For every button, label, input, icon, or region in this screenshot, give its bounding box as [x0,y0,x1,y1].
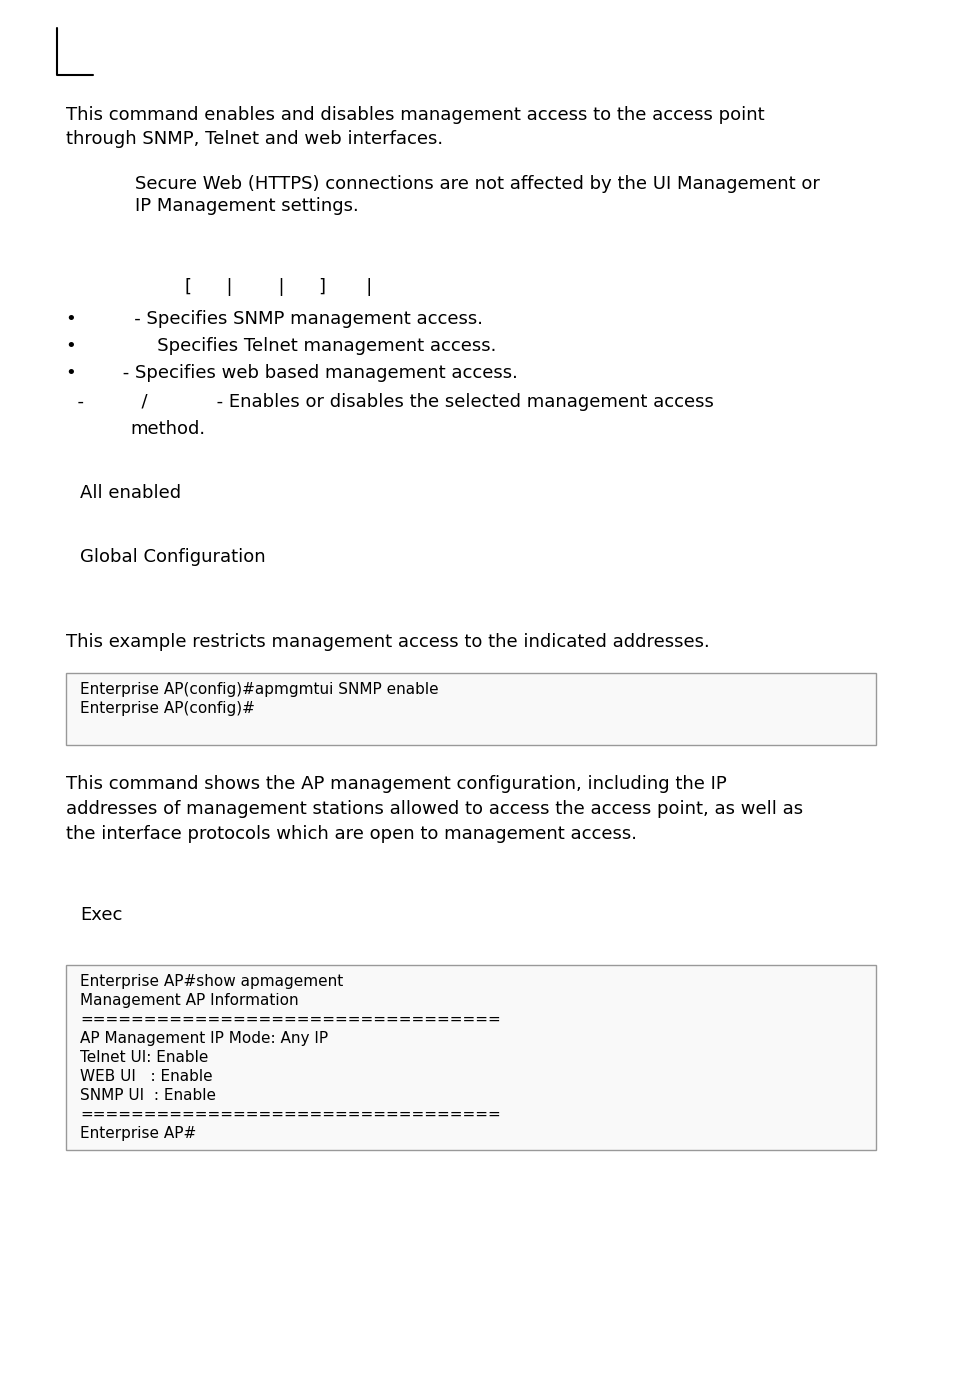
Text: All enabled: All enabled [80,484,181,502]
Text: Exec: Exec [80,906,122,924]
Text: Global Configuration: Global Configuration [80,548,265,566]
Text: IP Management settings.: IP Management settings. [135,197,358,215]
Text: the interface protocols which are open to management access.: the interface protocols which are open t… [66,824,637,843]
Text: •              Specifies Telnet management access.: • Specifies Telnet management access. [66,337,496,355]
Text: =================================: ================================= [80,1108,500,1122]
Text: Telnet UI: Enable: Telnet UI: Enable [80,1049,208,1065]
Text: -          /            - Enables or disables the selected management access: - / - Enables or disables the selected m… [66,393,713,411]
Text: Secure Web (HTTPS) connections are not affected by the UI Management or: Secure Web (HTTPS) connections are not a… [135,175,819,193]
Bar [66,965,875,1151]
Text: SNMP UI  : Enable: SNMP UI : Enable [80,1088,215,1103]
Text: WEB UI   : Enable: WEB UI : Enable [80,1069,213,1084]
Text: This command enables and disables management access to the access point: This command enables and disables manage… [66,105,763,124]
Text: Management AP Information: Management AP Information [80,992,298,1008]
Text: addresses of management stations allowed to access the access point, as well as: addresses of management stations allowed… [66,799,802,818]
Text: This command shows the AP management configuration, including the IP: This command shows the AP management con… [66,775,726,793]
Text: through SNMP, Telnet and web interfaces.: through SNMP, Telnet and web interfaces. [66,130,442,149]
Text: Enterprise AP#show apmagement: Enterprise AP#show apmagement [80,974,343,990]
Text: Enterprise AP(config)#apmgmtui SNMP enable: Enterprise AP(config)#apmgmtui SNMP enab… [80,682,438,697]
Text: Enterprise AP(config)#: Enterprise AP(config)# [80,701,254,716]
Text: [      |        |      ]       |: [ | | ] | [185,278,372,296]
Bar [66,673,875,745]
Text: method.: method. [130,421,205,439]
Text: =================================: ================================= [80,1012,500,1027]
Text: Enterprise AP#: Enterprise AP# [80,1126,196,1141]
Text: •          - Specifies SNMP management access.: • - Specifies SNMP management access. [66,310,482,328]
Text: •        - Specifies web based management access.: • - Specifies web based management acces… [66,364,517,382]
Text: AP Management IP Mode: Any IP: AP Management IP Mode: Any IP [80,1031,328,1047]
Text: This example restricts management access to the indicated addresses.: This example restricts management access… [66,633,709,651]
